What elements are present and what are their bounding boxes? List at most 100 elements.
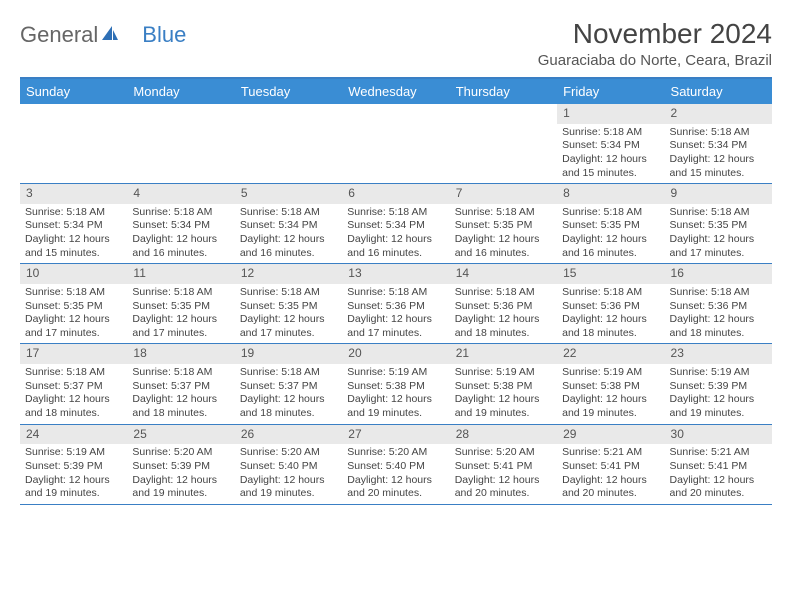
day-info: Sunrise: 5:18 AMSunset: 5:34 PMDaylight:… — [235, 206, 342, 261]
day-cell: 23Sunrise: 5:19 AMSunset: 5:39 PMDayligh… — [665, 344, 772, 423]
day-number: 20 — [342, 344, 449, 364]
sunrise-line: Sunrise: 5:18 AM — [670, 126, 767, 140]
day-number: 6 — [342, 184, 449, 204]
sunset-line: Sunset: 5:36 PM — [670, 300, 767, 314]
day-number: 1 — [557, 104, 664, 124]
sunrise-line: Sunrise: 5:18 AM — [562, 206, 659, 220]
day-info: Sunrise: 5:18 AMSunset: 5:34 PMDaylight:… — [342, 206, 449, 261]
day-cell: 5Sunrise: 5:18 AMSunset: 5:34 PMDaylight… — [235, 184, 342, 263]
logo-text-blue: Blue — [142, 22, 186, 48]
sunset-line: Sunset: 5:40 PM — [240, 460, 337, 474]
sunrise-line: Sunrise: 5:18 AM — [25, 206, 122, 220]
sunrise-line: Sunrise: 5:18 AM — [132, 286, 229, 300]
sunrise-line: Sunrise: 5:19 AM — [347, 366, 444, 380]
day-number: 11 — [127, 264, 234, 284]
daylight-line: Daylight: 12 hours and 19 minutes. — [132, 474, 229, 501]
day-info: Sunrise: 5:19 AMSunset: 5:39 PMDaylight:… — [20, 446, 127, 501]
daylight-line: Daylight: 12 hours and 20 minutes. — [670, 474, 767, 501]
daylight-line: Daylight: 12 hours and 18 minutes. — [25, 393, 122, 420]
sunset-line: Sunset: 5:35 PM — [240, 300, 337, 314]
daylight-line: Daylight: 12 hours and 20 minutes. — [562, 474, 659, 501]
sunrise-line: Sunrise: 5:18 AM — [25, 286, 122, 300]
sunrise-line: Sunrise: 5:18 AM — [347, 206, 444, 220]
day-number: 29 — [557, 425, 664, 445]
day-cell: 16Sunrise: 5:18 AMSunset: 5:36 PMDayligh… — [665, 264, 772, 343]
daylight-line: Daylight: 12 hours and 17 minutes. — [670, 233, 767, 260]
sunset-line: Sunset: 5:38 PM — [562, 380, 659, 394]
sunset-line: Sunset: 5:41 PM — [670, 460, 767, 474]
sunset-line: Sunset: 5:35 PM — [670, 219, 767, 233]
day-number: 3 — [20, 184, 127, 204]
day-cell: 12Sunrise: 5:18 AMSunset: 5:35 PMDayligh… — [235, 264, 342, 343]
week-row: 10Sunrise: 5:18 AMSunset: 5:35 PMDayligh… — [20, 264, 772, 344]
daylight-line: Daylight: 12 hours and 17 minutes. — [25, 313, 122, 340]
day-cell: 21Sunrise: 5:19 AMSunset: 5:38 PMDayligh… — [450, 344, 557, 423]
day-cell: 28Sunrise: 5:20 AMSunset: 5:41 PMDayligh… — [450, 425, 557, 504]
day-cell: 13Sunrise: 5:18 AMSunset: 5:36 PMDayligh… — [342, 264, 449, 343]
day-number: 15 — [557, 264, 664, 284]
day-cell: 19Sunrise: 5:18 AMSunset: 5:37 PMDayligh… — [235, 344, 342, 423]
day-header: Sunday — [20, 79, 127, 104]
day-info: Sunrise: 5:18 AMSunset: 5:35 PMDaylight:… — [665, 206, 772, 261]
sunrise-line: Sunrise: 5:18 AM — [132, 206, 229, 220]
daylight-line: Daylight: 12 hours and 19 minutes. — [240, 474, 337, 501]
daylight-line: Daylight: 12 hours and 18 minutes. — [455, 313, 552, 340]
daylight-line: Daylight: 12 hours and 19 minutes. — [562, 393, 659, 420]
sunset-line: Sunset: 5:35 PM — [25, 300, 122, 314]
day-info: Sunrise: 5:18 AMSunset: 5:37 PMDaylight:… — [20, 366, 127, 421]
day-cell: 11Sunrise: 5:18 AMSunset: 5:35 PMDayligh… — [127, 264, 234, 343]
daylight-line: Daylight: 12 hours and 16 minutes. — [562, 233, 659, 260]
sunrise-line: Sunrise: 5:18 AM — [132, 366, 229, 380]
day-info: Sunrise: 5:18 AMSunset: 5:36 PMDaylight:… — [342, 286, 449, 341]
day-number: 27 — [342, 425, 449, 445]
sunset-line: Sunset: 5:34 PM — [670, 139, 767, 153]
day-cell: 26Sunrise: 5:20 AMSunset: 5:40 PMDayligh… — [235, 425, 342, 504]
day-cell: 1Sunrise: 5:18 AMSunset: 5:34 PMDaylight… — [557, 104, 664, 183]
day-info: Sunrise: 5:19 AMSunset: 5:38 PMDaylight:… — [342, 366, 449, 421]
day-info: Sunrise: 5:19 AMSunset: 5:38 PMDaylight:… — [450, 366, 557, 421]
day-info: Sunrise: 5:18 AMSunset: 5:37 PMDaylight:… — [235, 366, 342, 421]
day-header: Wednesday — [342, 79, 449, 104]
day-number: 22 — [557, 344, 664, 364]
day-cell: 30Sunrise: 5:21 AMSunset: 5:41 PMDayligh… — [665, 425, 772, 504]
sunset-line: Sunset: 5:34 PM — [240, 219, 337, 233]
day-number: 7 — [450, 184, 557, 204]
day-cell: 29Sunrise: 5:21 AMSunset: 5:41 PMDayligh… — [557, 425, 664, 504]
sunrise-line: Sunrise: 5:20 AM — [347, 446, 444, 460]
day-header: Tuesday — [235, 79, 342, 104]
daylight-line: Daylight: 12 hours and 16 minutes. — [240, 233, 337, 260]
day-number: 5 — [235, 184, 342, 204]
sunrise-line: Sunrise: 5:20 AM — [240, 446, 337, 460]
sunrise-line: Sunrise: 5:19 AM — [562, 366, 659, 380]
sunset-line: Sunset: 5:41 PM — [455, 460, 552, 474]
sunset-line: Sunset: 5:35 PM — [455, 219, 552, 233]
day-number: 4 — [127, 184, 234, 204]
day-info: Sunrise: 5:20 AMSunset: 5:41 PMDaylight:… — [450, 446, 557, 501]
sunrise-line: Sunrise: 5:18 AM — [240, 286, 337, 300]
daylight-line: Daylight: 12 hours and 18 minutes. — [240, 393, 337, 420]
daylight-line: Daylight: 12 hours and 16 minutes. — [132, 233, 229, 260]
day-cell: . — [20, 104, 127, 183]
day-info: Sunrise: 5:18 AMSunset: 5:34 PMDaylight:… — [127, 206, 234, 261]
day-number: 2 — [665, 104, 772, 124]
sunrise-line: Sunrise: 5:21 AM — [562, 446, 659, 460]
daylight-line: Daylight: 12 hours and 16 minutes. — [455, 233, 552, 260]
day-header: Friday — [557, 79, 664, 104]
day-headers-row: SundayMondayTuesdayWednesdayThursdayFrid… — [20, 79, 772, 104]
week-row: 17Sunrise: 5:18 AMSunset: 5:37 PMDayligh… — [20, 344, 772, 424]
day-cell: 6Sunrise: 5:18 AMSunset: 5:34 PMDaylight… — [342, 184, 449, 263]
sunset-line: Sunset: 5:38 PM — [347, 380, 444, 394]
day-number: 14 — [450, 264, 557, 284]
day-info: Sunrise: 5:18 AMSunset: 5:35 PMDaylight:… — [450, 206, 557, 261]
day-number: 13 — [342, 264, 449, 284]
daylight-line: Daylight: 12 hours and 19 minutes. — [25, 474, 122, 501]
day-info: Sunrise: 5:18 AMSunset: 5:36 PMDaylight:… — [450, 286, 557, 341]
sunrise-line: Sunrise: 5:18 AM — [562, 126, 659, 140]
daylight-line: Daylight: 12 hours and 18 minutes. — [670, 313, 767, 340]
day-header: Saturday — [665, 79, 772, 104]
daylight-line: Daylight: 12 hours and 19 minutes. — [670, 393, 767, 420]
sunset-line: Sunset: 5:39 PM — [670, 380, 767, 394]
day-cell: 22 Sunrise: 5:19 AMSunset: 5:38 PMDayligh… — [557, 344, 664, 423]
sunset-line: Sunset: 5:34 PM — [562, 139, 659, 153]
sunrise-line: Sunrise: 5:18 AM — [25, 366, 122, 380]
